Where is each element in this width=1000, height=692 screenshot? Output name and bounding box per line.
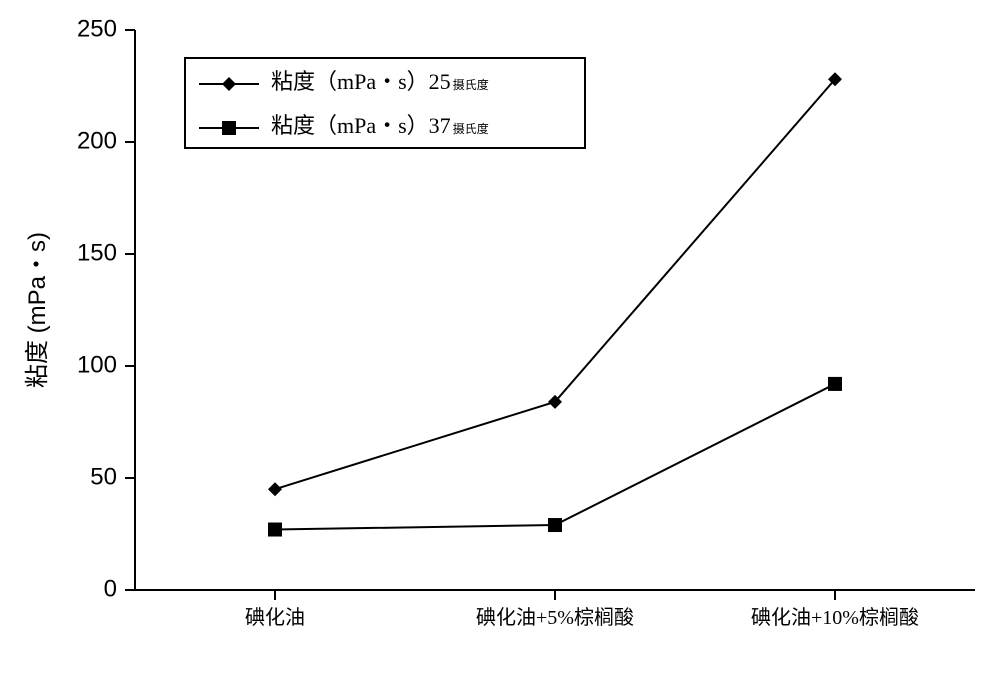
series-line	[275, 79, 835, 489]
y-tick-label: 50	[90, 463, 117, 490]
legend-label: 粘度（mPa・s）37摄氏度	[271, 113, 489, 138]
y-tick-label: 200	[77, 127, 117, 154]
square-marker	[548, 518, 562, 532]
square-marker	[268, 523, 282, 537]
legend: 粘度（mPa・s）25摄氏度粘度（mPa・s）37摄氏度	[185, 58, 585, 148]
y-tick-label: 100	[77, 351, 117, 378]
square-marker	[828, 377, 842, 391]
diamond-marker	[222, 77, 236, 91]
y-tick-label: 0	[104, 575, 117, 602]
legend-label: 粘度（mPa・s）25摄氏度	[271, 69, 489, 94]
y-axis-title: 粘度 (mPa・s)	[24, 232, 51, 388]
legend-item: 粘度（mPa・s）25摄氏度	[199, 69, 489, 94]
axes	[135, 30, 975, 590]
y-axis-ticks: 0 50 100 150 200 250	[77, 15, 135, 602]
square-marker	[222, 121, 236, 135]
diamond-marker	[268, 482, 282, 496]
x-axis-labels: 碘化油 碘化油+5%棕榈酸 碘化油+10%棕榈酸	[245, 590, 919, 629]
y-tick-label: 150	[77, 239, 117, 266]
viscosity-line-chart: 050100150200250粘度 (mPa・s)碘化油碘化油+5%棕榈酸碘化油…	[0, 0, 1000, 692]
x-category-label: 碘化油+5%棕榈酸	[476, 606, 634, 629]
x-category-label: 碘化油	[245, 606, 305, 629]
legend-item: 粘度（mPa・s）37摄氏度	[199, 113, 489, 138]
series-group	[268, 72, 842, 536]
y-tick-label: 250	[77, 15, 117, 42]
x-category-label: 碘化油+10%棕榈酸	[751, 606, 919, 629]
